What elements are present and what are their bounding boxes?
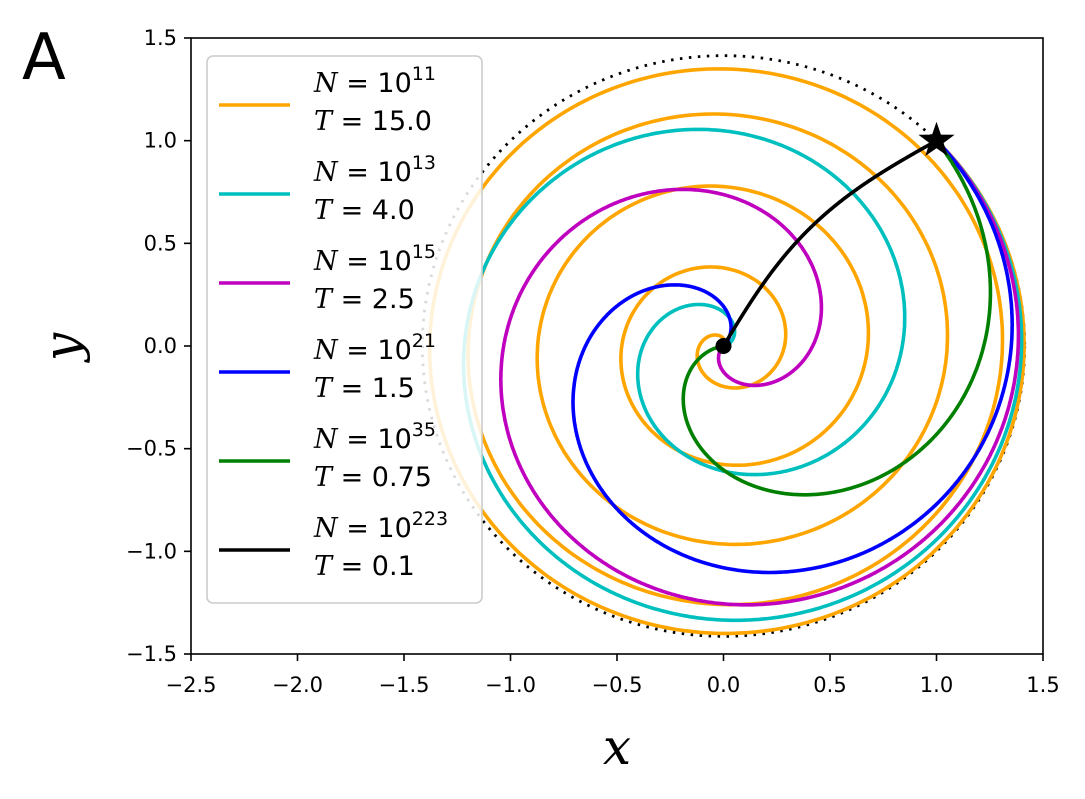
legend-entry-4: N = 1035 T = 0.75 xyxy=(219,419,436,493)
x-tick-label: 0.0 xyxy=(707,673,740,697)
y-axis-label: y xyxy=(33,332,91,363)
y-tick-label: 1.5 xyxy=(144,26,177,50)
start-point-star xyxy=(918,121,955,156)
plot-content xyxy=(420,54,1027,638)
legend-entry-2: N = 1015 T = 2.5 xyxy=(219,241,436,315)
y-tick-label: 0.0 xyxy=(144,334,177,358)
series-line-4 xyxy=(681,139,993,497)
legend-entry-3: N = 1021 T = 1.5 xyxy=(219,330,436,404)
legend-n-label: N = 1013 xyxy=(313,152,436,188)
legend-n-label: N = 1015 xyxy=(313,241,436,277)
y-tick-label: −1.5 xyxy=(126,642,177,666)
axis-ticks: −2.5 −2.0 −1.5 −1.0 −0.5 0.0 0.5 1.0 1.5 −1.5 −1.0… xyxy=(126,26,1060,697)
series-line-1 xyxy=(461,127,1024,623)
y-tick-label: −1.0 xyxy=(126,539,177,563)
x-tick-label: −0.5 xyxy=(592,673,643,697)
x-tick-label: 1.5 xyxy=(1026,673,1059,697)
legend-n-label: N = 1021 xyxy=(313,330,436,366)
x-tick-label: 1.0 xyxy=(920,673,953,697)
y-tick-label: 1.0 xyxy=(144,129,177,153)
y-tick-label: 0.5 xyxy=(144,231,177,255)
legend: N = 1011 T = 15.0 N = 1013 T = 4.0 N = 1015 T… xyxy=(206,55,483,604)
panel-label: A xyxy=(22,21,66,95)
x-tick-label: −1.0 xyxy=(485,673,536,697)
legend-n-label: N = 10223 xyxy=(313,508,448,544)
end-point-marker xyxy=(715,338,732,354)
legend-t-label: T = 4.0 xyxy=(314,195,415,226)
x-tick-label: −1.5 xyxy=(379,673,430,697)
legend-t-label: T = 2.5 xyxy=(314,284,415,315)
x-tick-label: −2.5 xyxy=(166,673,217,697)
legend-t-label: T = 0.1 xyxy=(314,551,415,582)
legend-t-label: T = 15.0 xyxy=(314,106,432,137)
x-tick-label: 0.5 xyxy=(813,673,846,697)
y-tick-label: −0.5 xyxy=(126,437,177,461)
series-line-0 xyxy=(427,67,1026,636)
series-line-5 xyxy=(721,139,939,348)
series-line-3 xyxy=(571,139,1015,575)
legend-t-label: T = 0.75 xyxy=(314,462,432,493)
legend-entry-5: N = 10223 T = 0.1 xyxy=(219,508,448,582)
legend-t-label: T = 1.5 xyxy=(314,373,415,404)
legend-entry-1: N = 1013 T = 4.0 xyxy=(219,152,436,226)
x-axis-label: x xyxy=(603,718,631,776)
series-line-2 xyxy=(498,139,1021,607)
x-tick-label: −2.0 xyxy=(272,673,323,697)
legend-n-label: N = 1011 xyxy=(313,63,436,99)
legend-n-label: N = 1035 xyxy=(313,419,436,455)
legend-entry-0: N = 1011 T = 15.0 xyxy=(219,63,436,137)
